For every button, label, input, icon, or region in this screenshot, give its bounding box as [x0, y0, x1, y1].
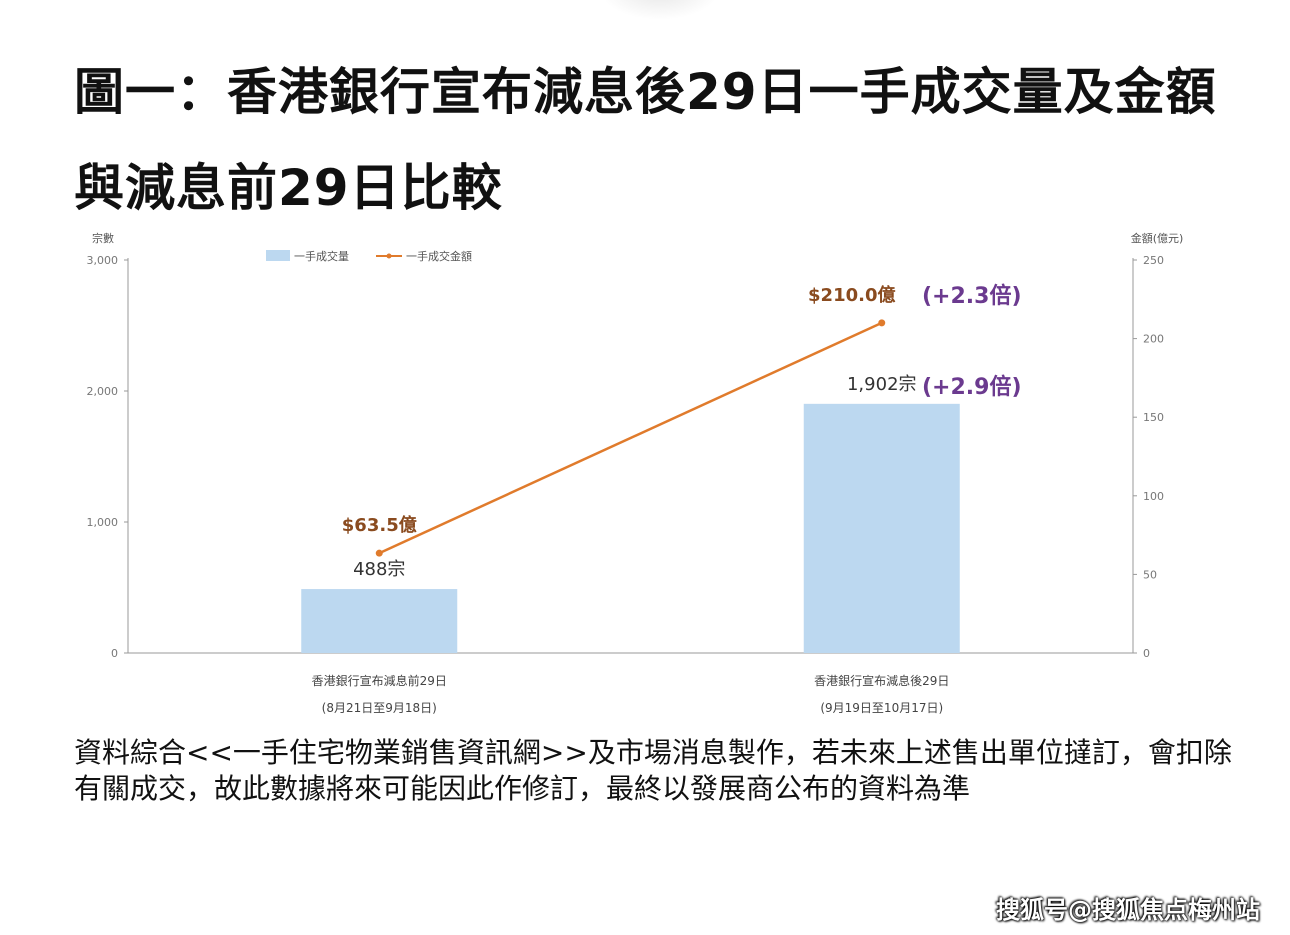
right-tick-label: 150	[1143, 411, 1164, 424]
legend-line-marker	[386, 253, 392, 259]
top-shadow-decoration	[600, 0, 720, 20]
bar-value-label: 1,902宗	[847, 374, 917, 395]
bar-line-chart: 宗數 金額(億元) 0 1,000 2,000 3,000 0 50 100 150 200 250 一…	[87, 231, 1184, 715]
bar-value-label: 488宗	[353, 559, 405, 580]
right-tick-label: 250	[1143, 254, 1164, 267]
left-tick-label: 0	[111, 647, 118, 660]
line-value-label: $210.0億	[808, 284, 895, 306]
annotation-amount-growth: (+2.3倍)	[922, 283, 1022, 309]
line-amount	[378, 321, 883, 555]
left-tick-label: 2,000	[87, 385, 119, 398]
line-point	[878, 319, 886, 327]
category-date-label: (9月19日至10月17日)	[820, 701, 943, 715]
legend-item-volume: 一手成交量	[294, 249, 349, 263]
bar-volume	[301, 589, 458, 653]
watermark: 搜狐号@搜狐焦点梅州站	[996, 896, 1260, 924]
figure-title: 圖一：香港銀行宣布減息後29日一手成交量及金額與減息前29日比較	[74, 63, 1217, 217]
legend-item-amount: 一手成交金額	[406, 249, 472, 263]
left-tick-label: 1,000	[87, 516, 119, 529]
line-value-label: $63.5億	[342, 514, 417, 536]
bar-volume	[803, 403, 960, 653]
right-tick-label: 200	[1143, 333, 1164, 346]
right-tick-label: 0	[1143, 647, 1150, 660]
category-date-label: (8月21日至9月18日)	[322, 701, 437, 715]
right-axis-title: 金額(億元)	[1131, 231, 1184, 245]
right-tick-label: 50	[1143, 568, 1157, 581]
category-label: 香港銀行宣布減息後29日	[814, 673, 949, 688]
right-tick-label: 100	[1143, 490, 1164, 503]
legend-bar-swatch	[266, 250, 290, 261]
left-tick-label: 3,000	[87, 254, 119, 267]
source-caption: 資料綜合<<一手住宅物業銷售資訊網>>及市場消息製作，若未來上述售出單位撻訂，會…	[74, 736, 1232, 805]
annotation-volume-growth: (+2.9倍)	[922, 374, 1022, 400]
line-point	[375, 549, 383, 557]
left-axis-title: 宗數	[92, 231, 114, 245]
category-label: 香港銀行宣布減息前29日	[312, 673, 447, 688]
